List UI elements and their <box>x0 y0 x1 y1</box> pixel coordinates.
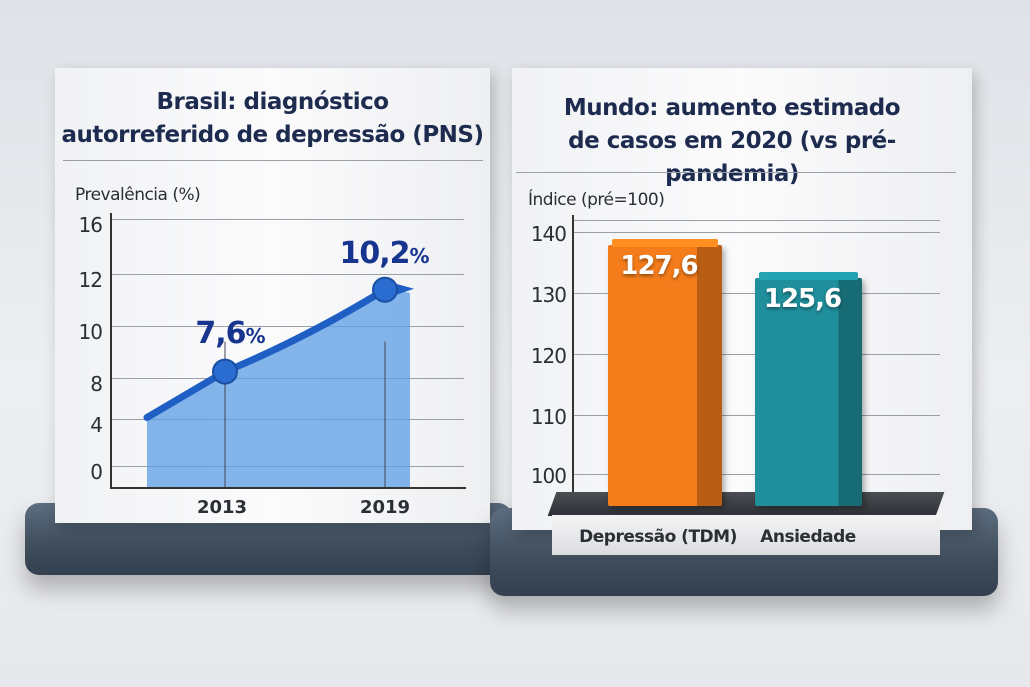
gridline <box>112 326 464 327</box>
x-tick-label: 2013 <box>196 497 248 518</box>
bar-value-label: 127,6 <box>620 251 698 281</box>
bar <box>755 278 862 506</box>
title-line: Brasil: diagnóstico <box>156 89 389 115</box>
bar <box>608 245 722 506</box>
title-line: autorreferido de depressão (PNS) <box>61 122 484 148</box>
gridline <box>112 274 464 275</box>
data-point <box>372 276 398 303</box>
y-tick-label: 8 <box>90 372 103 396</box>
bar-top-face <box>759 272 858 280</box>
title-line: de casos em 2020 (vs pré-pandemia) <box>568 128 896 187</box>
area-fill <box>147 289 410 487</box>
category-label: Ansiedade <box>760 527 856 547</box>
gridline <box>112 219 464 220</box>
category-strip <box>552 515 940 555</box>
y-tick-label: 140 <box>530 222 567 246</box>
y-tick-label: 120 <box>530 344 567 368</box>
y-tick-label: 130 <box>530 283 567 307</box>
gridline <box>574 232 940 233</box>
title-divider <box>516 172 956 173</box>
y-tick-label: 100 <box>530 464 567 488</box>
data-label: 7,6% <box>195 316 265 351</box>
y-axis-label: Índice (pré=100) <box>528 190 665 210</box>
data-point <box>212 358 238 385</box>
title-divider <box>63 160 483 161</box>
title-line: Mundo: aumento estimado <box>563 95 901 121</box>
x-tick-label: 2019 <box>359 497 411 518</box>
data-label: 10,2% <box>339 236 429 271</box>
y-axis <box>110 213 112 489</box>
y-axis <box>572 215 574 495</box>
bar-value-label: 125,6 <box>763 284 842 314</box>
y-tick-label: 110 <box>530 405 567 429</box>
y-tick-label: 10 <box>78 320 103 344</box>
left-chart-board: Brasil: diagnóstico autorreferido de dep… <box>55 68 490 523</box>
right-chart-title: Mundo: aumento estimado de casos em 2020… <box>512 92 952 191</box>
y-tick-label: 4 <box>90 413 103 437</box>
right-chart-board: Mundo: aumento estimado de casos em 2020… <box>512 68 972 530</box>
y-tick-label: 12 <box>78 268 103 292</box>
y-tick-label: 0 <box>90 460 103 484</box>
bar-top-face <box>612 239 718 247</box>
gridline <box>574 220 940 221</box>
left-chart-title: Brasil: diagnóstico autorreferido de dep… <box>55 86 490 152</box>
category-label: Depressão (TDM) <box>579 527 737 547</box>
y-axis-label: Prevalência (%) <box>75 185 201 205</box>
y-tick-label: 16 <box>78 213 103 237</box>
x-axis <box>110 487 466 489</box>
